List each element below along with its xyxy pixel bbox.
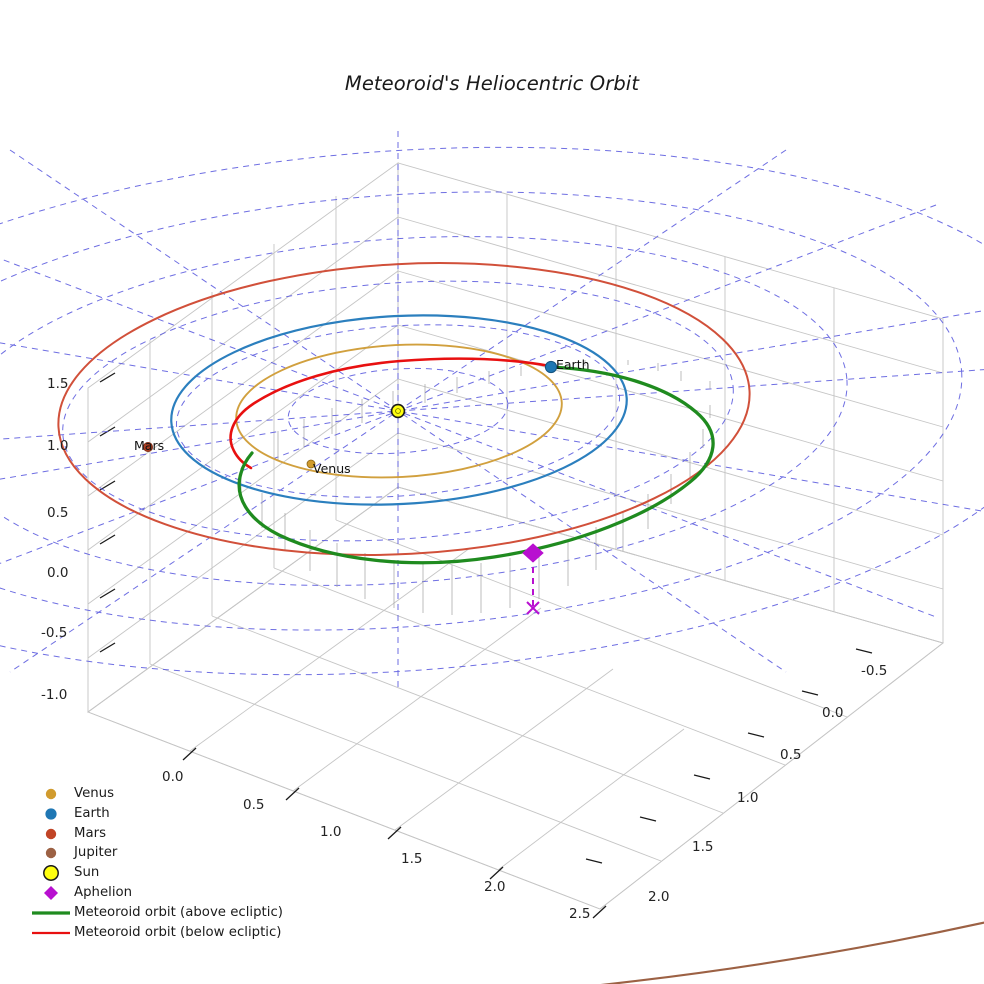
aphelion-projection-x-marker (526, 601, 540, 615)
legend-item-sun[interactable]: Sun (28, 863, 290, 883)
legend-item-aphelion[interactable]: Aphelion (28, 883, 290, 903)
ecliptic-polar-grid (0, 131, 984, 691)
z-tick-label: -1.0 (41, 687, 68, 703)
page-title: Meteoroid's Heliocentric Orbit (344, 72, 640, 95)
aphelion-group (522, 543, 544, 615)
y-tick-label: 2.0 (648, 889, 670, 905)
legend-item-jupiter[interactable]: Jupiter (28, 843, 290, 863)
legend-label: Jupiter (74, 845, 118, 861)
legend-label: Meteoroid orbit (below ecliptic) (74, 924, 282, 940)
y-tick-label: 0.5 (780, 747, 802, 763)
orbit-droplines (240, 360, 711, 615)
venus-label: Venus (313, 461, 351, 476)
legend-item-venus[interactable]: Venus (28, 784, 290, 804)
z-tick-label: 1.5 (47, 376, 69, 392)
x-tick-label: 2.0 (484, 879, 506, 895)
legend-item-earth[interactable]: Earth (28, 804, 290, 824)
legend-label: Venus (74, 786, 115, 801)
orbit-earth (170, 314, 628, 506)
legend-label: Mars (74, 825, 107, 841)
orbit-meteoroid-below-ecliptic (229, 357, 552, 470)
legend-label: Sun (74, 865, 100, 881)
aphelion-diamond-marker (522, 543, 544, 563)
z-tick-label: 0.5 (47, 505, 69, 521)
legend-item-mars[interactable]: Mars (28, 824, 290, 844)
legend-label: Meteoroid orbit (above ecliptic) (74, 904, 283, 920)
earth-marker (544, 360, 558, 374)
legend: Venus Earth Mars Jupiter Sun (28, 784, 290, 942)
z-tick-label: 1.0 (47, 438, 69, 454)
red-line-icon (28, 923, 74, 943)
green-line-icon (28, 903, 74, 923)
x-tick-label: 0.5 (243, 797, 265, 813)
y-tick-label: 1.5 (692, 839, 714, 855)
x-tick-label: 2.5 (569, 906, 591, 922)
x-tick-label: 1.5 (401, 851, 423, 867)
earth-label: Earth (556, 357, 590, 372)
legend-label: Aphelion (74, 884, 133, 900)
y-tick-label: 1.0 (737, 790, 759, 806)
mars-marker-icon (28, 824, 74, 844)
legend-item-orbit-above-ecliptic[interactable]: Meteoroid orbit (above ecliptic) (28, 903, 290, 923)
mars-marker (142, 441, 153, 452)
sun-marker-icon (28, 863, 74, 883)
orbit-mars (57, 262, 751, 556)
venus-marker (306, 459, 316, 469)
jupiter-marker-icon (28, 843, 74, 863)
venus-marker-icon (28, 784, 74, 804)
mars-label: Mars (134, 438, 165, 453)
y-tick-label: -0.5 (861, 663, 888, 679)
x-tick-label: 0.0 (162, 769, 184, 785)
aphelion-diamond-icon (28, 883, 74, 903)
x-tick-label: 1.0 (320, 824, 342, 840)
orbit-meteoroid-above-ecliptic (237, 365, 715, 565)
sun-marker (390, 403, 406, 419)
z-tick-label: -0.5 (41, 625, 68, 641)
earth-marker-icon (28, 804, 74, 824)
axis-ticks (99, 372, 873, 919)
legend-item-orbit-below-ecliptic[interactable]: Meteoroid orbit (below ecliptic) (28, 923, 290, 943)
legend-label: Earth (74, 805, 110, 821)
z-tick-label: 0.0 (47, 565, 69, 581)
y-tick-label: 0.0 (822, 705, 844, 721)
